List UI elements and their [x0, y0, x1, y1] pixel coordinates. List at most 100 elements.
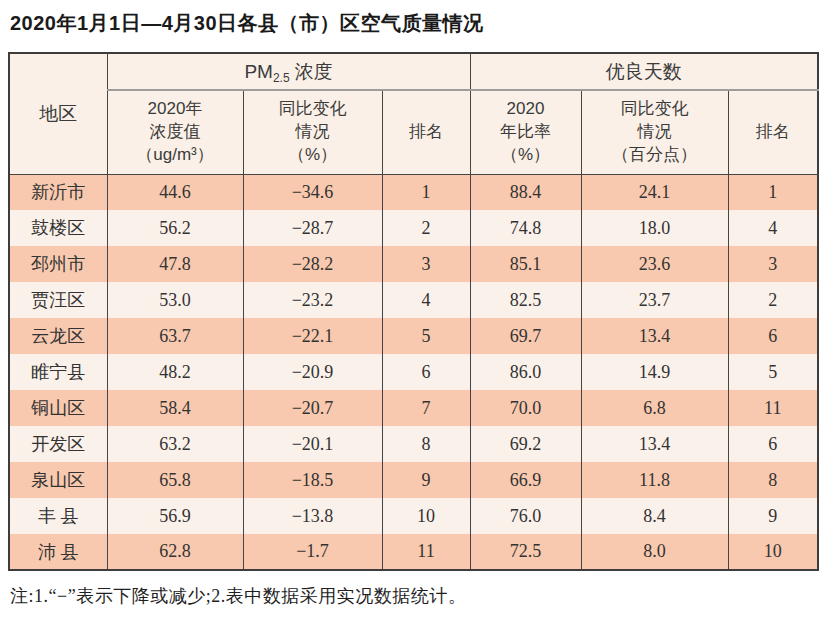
table-row: 开发区 63.2 −20.1 8 69.2 13.4 6 [9, 426, 818, 462]
pm-value-cell: 65.8 [107, 462, 243, 498]
pm-rank-cell: 9 [382, 462, 470, 498]
pm25-label-subscript: 2.5 [273, 71, 290, 85]
region-cell: 开发区 [9, 426, 107, 462]
page: 2020年1月1日—4月30日各县（市）区空气质量情况 地区 PM2.5 浓度 优… [0, 0, 825, 620]
region-cell: 沛 县 [9, 534, 107, 570]
good-ratio-cell: 82.5 [470, 282, 581, 318]
good-rank-cell: 3 [728, 246, 818, 282]
pm-rank-cell: 7 [382, 390, 470, 426]
page-title: 2020年1月1日—4月30日各县（市）区空气质量情况 [10, 10, 817, 37]
footnote: 注:1.“−”表示下降或减少;2.表中数据采用实况数据统计。 [10, 584, 817, 608]
col-group-good-days: 优良天数 [470, 53, 818, 90]
table-header: 地区 PM2.5 浓度 优良天数 2020年 浓度值 （ug/m³） 同比变化 情… [9, 53, 818, 174]
good-change-cell: 24.1 [581, 174, 728, 210]
pm-change-cell: −18.5 [243, 462, 382, 498]
good-rank-cell: 2 [728, 282, 818, 318]
table-row: 邳州市 47.8 −28.2 3 85.1 23.6 3 [9, 246, 818, 282]
pm-value-cell: 48.2 [107, 354, 243, 390]
col-header-pm-value: 2020年 浓度值 （ug/m³） [107, 90, 243, 174]
pm-rank-cell: 1 [382, 174, 470, 210]
pm-value-cell: 62.8 [107, 534, 243, 570]
col-header-good-ratio: 2020 年比率 （%） [470, 90, 581, 174]
good-change-cell: 23.7 [581, 282, 728, 318]
region-cell: 邳州市 [9, 246, 107, 282]
good-change-cell: 8.4 [581, 498, 728, 534]
pm-rank-cell: 5 [382, 318, 470, 354]
good-change-cell: 14.9 [581, 354, 728, 390]
header-sub-row: 2020年 浓度值 （ug/m³） 同比变化 情况 （%） 排名 2020 年比… [9, 90, 818, 174]
table-row: 云龙区 63.7 −22.1 5 69.7 13.4 6 [9, 318, 818, 354]
good-rank-cell: 9 [728, 498, 818, 534]
col-group-pm25: PM2.5 浓度 [107, 53, 470, 90]
header-group-row: 地区 PM2.5浓度 优良天数 [9, 53, 818, 90]
col-header-region: 地区 [9, 53, 107, 174]
pm25-label-suffix: 浓度 [295, 61, 333, 82]
good-rank-cell: 6 [728, 426, 818, 462]
good-change-cell: 6.8 [581, 390, 728, 426]
region-cell: 铜山区 [9, 390, 107, 426]
pm-value-cell: 44.6 [107, 174, 243, 210]
good-rank-cell: 10 [728, 534, 818, 570]
table-row: 鼓楼区 56.2 −28.7 2 74.8 18.0 4 [9, 210, 818, 246]
good-rank-cell: 4 [728, 210, 818, 246]
good-ratio-cell: 66.9 [470, 462, 581, 498]
good-rank-cell: 1 [728, 174, 818, 210]
good-rank-cell: 6 [728, 318, 818, 354]
pm-rank-cell: 11 [382, 534, 470, 570]
good-change-cell: 13.4 [581, 426, 728, 462]
good-rank-cell: 8 [728, 462, 818, 498]
pm-change-cell: −20.9 [243, 354, 382, 390]
pm-value-cell: 56.9 [107, 498, 243, 534]
pm-rank-cell: 4 [382, 282, 470, 318]
region-cell: 泉山区 [9, 462, 107, 498]
pm-value-cell: 63.7 [107, 318, 243, 354]
table-row: 新沂市 44.6 −34.6 1 88.4 24.1 1 [9, 174, 818, 210]
good-ratio-cell: 85.1 [470, 246, 581, 282]
good-change-cell: 18.0 [581, 210, 728, 246]
good-change-cell: 13.4 [581, 318, 728, 354]
pm-change-cell: −20.1 [243, 426, 382, 462]
good-ratio-cell: 72.5 [470, 534, 581, 570]
table-row: 铜山区 58.4 −20.7 7 70.0 6.8 11 [9, 390, 818, 426]
pm-change-cell: −34.6 [243, 174, 382, 210]
table-row: 沛 县 62.8 −1.7 11 72.5 8.0 10 [9, 534, 818, 570]
region-cell: 贾汪区 [9, 282, 107, 318]
pm-change-cell: −13.8 [243, 498, 382, 534]
good-ratio-cell: 86.0 [470, 354, 581, 390]
good-ratio-cell: 69.2 [470, 426, 581, 462]
pm-value-cell: 58.4 [107, 390, 243, 426]
region-cell: 鼓楼区 [9, 210, 107, 246]
good-rank-cell: 5 [728, 354, 818, 390]
pm-change-cell: −28.7 [243, 210, 382, 246]
col-header-pm-rank: 排名 [382, 90, 470, 174]
air-quality-table: 地区 PM2.5 浓度 优良天数 2020年 浓度值 （ug/m³） 同比变化 情… [8, 52, 819, 571]
good-ratio-cell: 74.8 [470, 210, 581, 246]
table-row: 泉山区 65.8 −18.5 9 66.9 11.8 8 [9, 462, 818, 498]
good-change-cell: 11.8 [581, 462, 728, 498]
table-row: 贾汪区 53.0 −23.2 4 82.5 23.7 2 [9, 282, 818, 318]
pm-change-cell: −1.7 [243, 534, 382, 570]
pm25-label-prefix: PM [244, 61, 273, 82]
col-header-pm-change: 同比变化 情况 （%） [243, 90, 382, 174]
pm-value-cell: 47.8 [107, 246, 243, 282]
good-ratio-cell: 69.7 [470, 318, 581, 354]
good-ratio-cell: 88.4 [470, 174, 581, 210]
pm-rank-cell: 2 [382, 210, 470, 246]
pm-value-cell: 53.0 [107, 282, 243, 318]
region-cell: 云龙区 [9, 318, 107, 354]
region-cell: 新沂市 [9, 174, 107, 210]
pm-value-cell: 63.2 [107, 426, 243, 462]
table-body: 新沂市 44.6 −34.6 1 88.4 24.1 1 鼓楼区 56.2 −2… [9, 174, 818, 570]
pm-change-cell: −20.7 [243, 390, 382, 426]
pm-change-cell: −22.1 [243, 318, 382, 354]
good-change-cell: 8.0 [581, 534, 728, 570]
good-change-cell: 23.6 [581, 246, 728, 282]
col-header-good-change: 同比变化 情况 （百分点） [581, 90, 728, 174]
table-row: 丰 县 56.9 −13.8 10 76.0 8.4 9 [9, 498, 818, 534]
pm-rank-cell: 6 [382, 354, 470, 390]
pm-value-cell: 56.2 [107, 210, 243, 246]
region-cell: 睢宁县 [9, 354, 107, 390]
good-ratio-cell: 76.0 [470, 498, 581, 534]
region-cell: 丰 县 [9, 498, 107, 534]
col-header-good-rank: 排名 [728, 90, 818, 174]
